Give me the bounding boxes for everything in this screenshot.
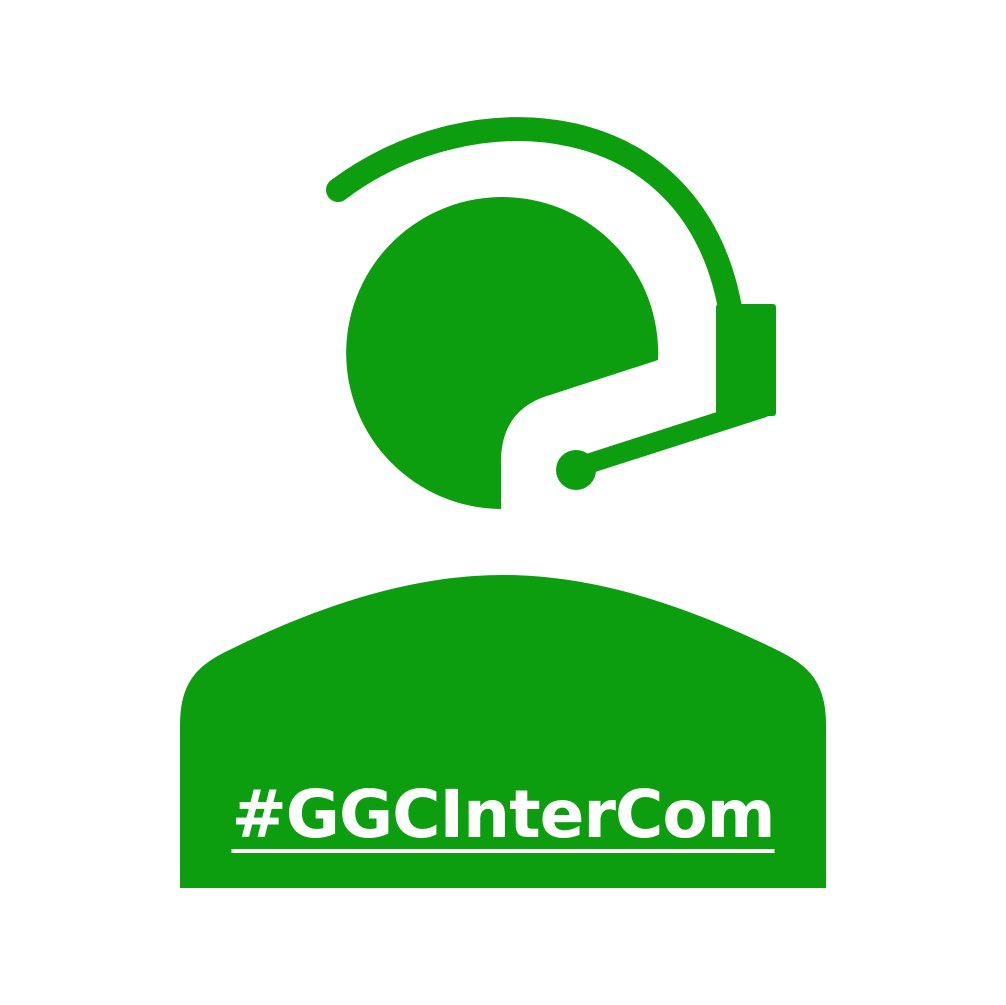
hashtag-text: #GGCInterCom — [231, 776, 775, 853]
head-shape — [346, 197, 659, 510]
headset-band — [326, 117, 744, 332]
body-shape — [180, 575, 826, 888]
microphone-boom — [565, 398, 772, 478]
headset-earpiece — [716, 304, 776, 416]
microphone-tip — [556, 450, 596, 490]
